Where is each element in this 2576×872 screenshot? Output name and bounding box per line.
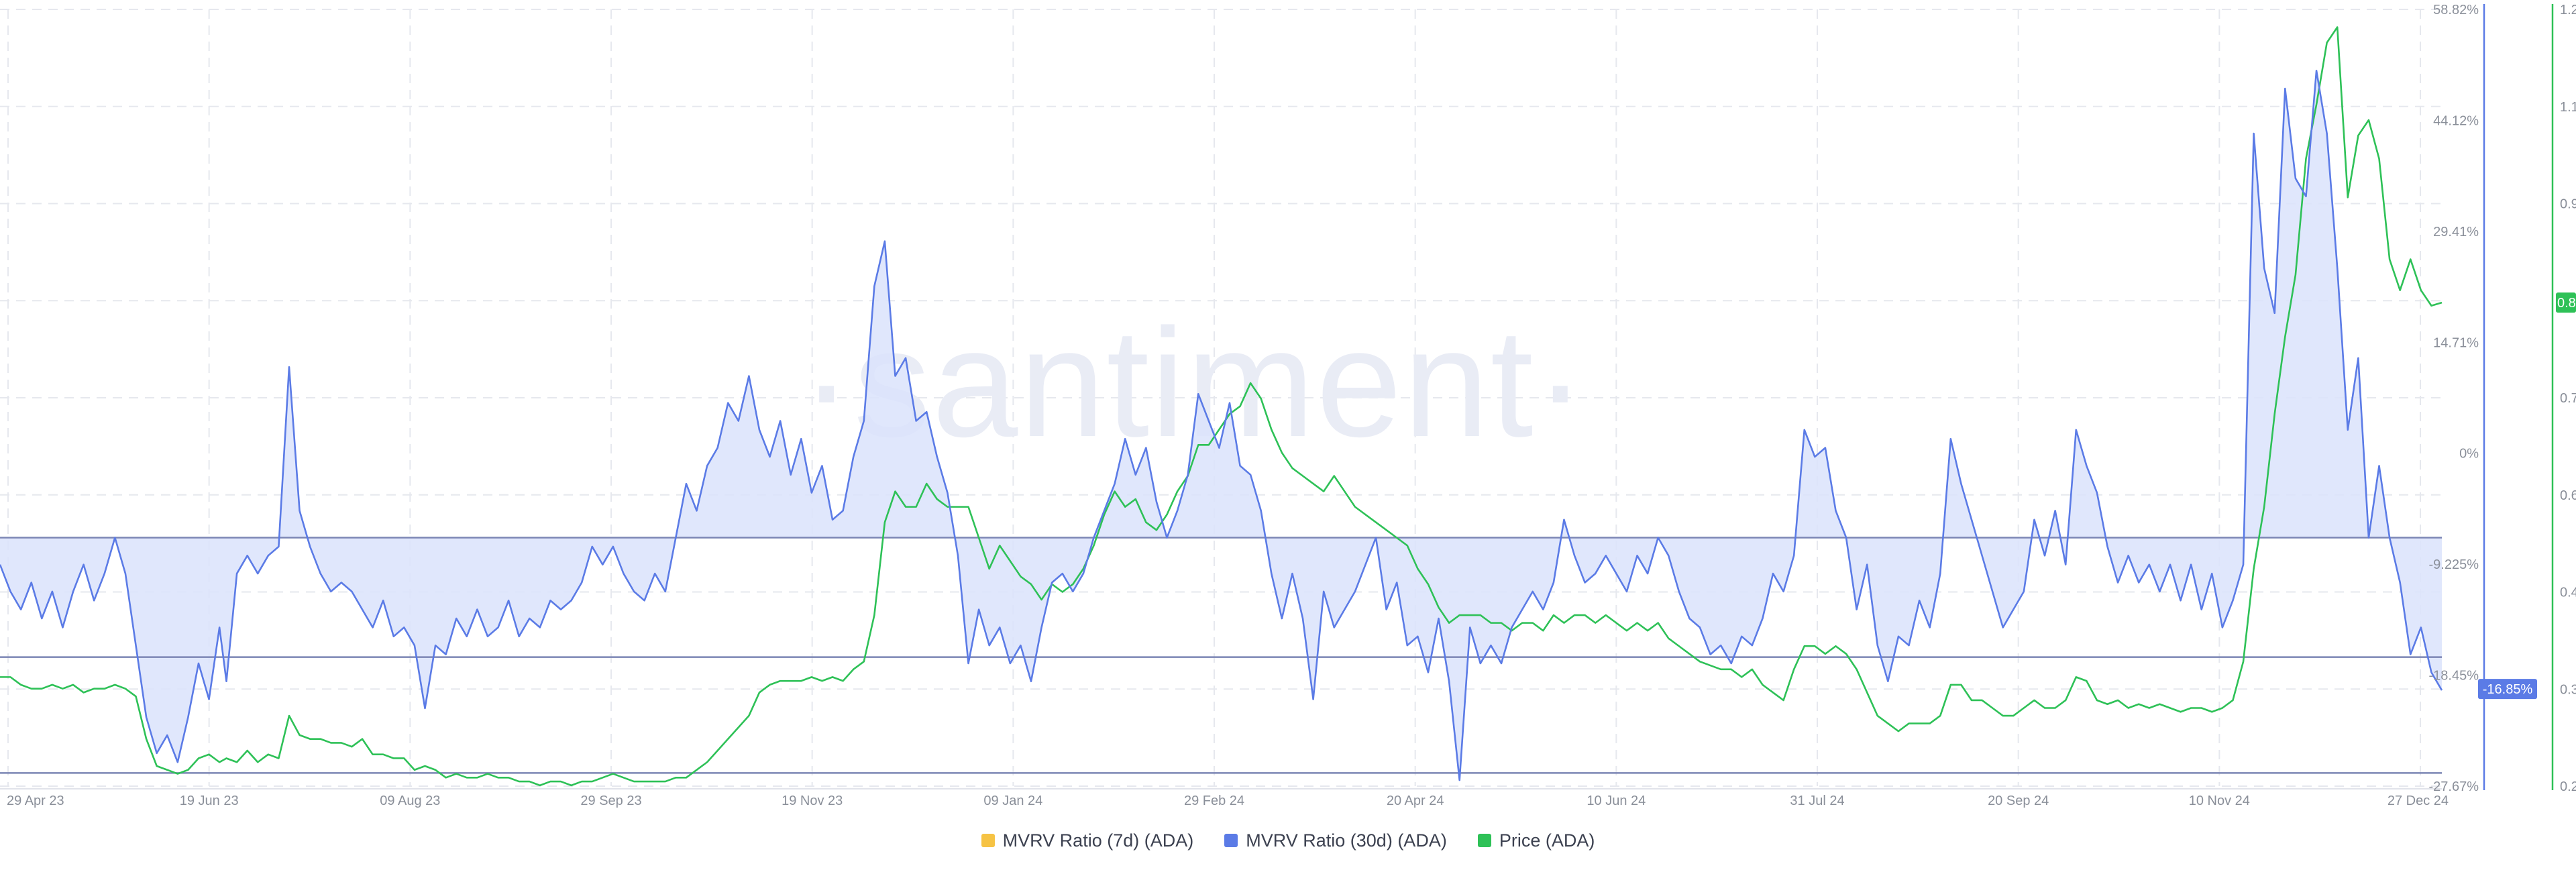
- y-right-ticks: 1.2431.1180.9920.8670.7410.6160.490.3650…: [2560, 3, 2576, 794]
- x-axis-ticks: 29 Apr 23 19 Jun 23 09 Aug 23 29 Sep 23 19 N…: [7, 794, 2449, 808]
- x-tick-label: 09 Jan 24: [983, 794, 1042, 808]
- legend-swatch-mvrv-30d: [1224, 834, 1238, 847]
- y-right-tick-label: 1.243: [2560, 3, 2576, 17]
- y-left-tick-label: -27.67%: [2429, 779, 2479, 794]
- legend-item-mvrv-7d[interactable]: MVRV Ratio (7d) (ADA): [981, 830, 1194, 851]
- legend-label-mvrv-30d: MVRV Ratio (30d) (ADA): [1246, 830, 1447, 851]
- grid: [0, 9, 2442, 787]
- x-tick-label: 20 Apr 24: [1387, 794, 1444, 808]
- mvrv-30d-line: [0, 70, 2443, 781]
- legend-swatch-mvrv-7d: [981, 834, 995, 847]
- price-current-badge: [2556, 292, 2576, 313]
- legend-label-price: Price (ADA): [1499, 830, 1595, 851]
- x-tick-label: 29 Feb 24: [1184, 794, 1244, 808]
- x-tick-label: 09 Aug 23: [380, 794, 440, 808]
- y-left-tick-label: 0%: [2459, 447, 2479, 461]
- x-tick-label: 19 Nov 23: [782, 794, 843, 808]
- x-tick-label: 29 Sep 23: [580, 794, 641, 808]
- y-left-tick-label: 44.12%: [2433, 113, 2479, 128]
- x-tick-label: 31 Jul 24: [1790, 794, 1844, 808]
- value-badges: -16.85% 0.864: [2478, 292, 2576, 700]
- y-left-tick-label: 58.82%: [2433, 3, 2479, 17]
- legend-item-price[interactable]: Price (ADA): [1477, 830, 1595, 851]
- y-right-tick-label: 0.992: [2560, 197, 2576, 212]
- x-tick-label: 29 Apr 23: [7, 794, 64, 808]
- x-tick-label: 27 Dec 24: [2387, 794, 2449, 808]
- y-right-tick-label: 0.49: [2560, 586, 2576, 600]
- y-left-tick-label: -9.225%: [2429, 557, 2479, 572]
- mvrv-current-value: -16.85%: [2483, 682, 2533, 697]
- x-tick-label: 10 Jun 24: [1587, 794, 1646, 808]
- y-right-tick-label: 0.239: [2560, 779, 2576, 794]
- y-right-tick-label: 1.118: [2560, 100, 2576, 115]
- legend-item-mvrv-30d[interactable]: MVRV Ratio (30d) (ADA): [1224, 830, 1447, 851]
- reference-lines: [0, 537, 2442, 774]
- x-tick-label: 10 Nov 24: [2189, 794, 2250, 808]
- axes: [0, 4, 2554, 790]
- y-left-tick-label: 14.71%: [2433, 335, 2479, 350]
- price-current-value: 0.864: [2557, 296, 2576, 311]
- series-lines: [0, 26, 2443, 787]
- legend-swatch-price: [1477, 834, 1491, 847]
- price-line: [0, 26, 2443, 787]
- mvrv-current-badge: [2478, 679, 2537, 700]
- y-right-tick-label: 0.616: [2560, 488, 2576, 503]
- legend: MVRV Ratio (7d) (ADA) MVRV Ratio (30d) (…: [0, 824, 2576, 857]
- y-right-tick-label: 0.365: [2560, 682, 2576, 697]
- x-tick-label: 19 Jun 23: [180, 794, 239, 808]
- y-left-tick-label: -18.45%: [2429, 669, 2479, 684]
- y-left-ticks: 58.82% 44.12% 29.41% 14.71% 0% -9.225% -18.45%…: [2429, 3, 2479, 794]
- legend-label-mvrv-7d: MVRV Ratio (7d) (ADA): [1002, 830, 1194, 851]
- y-right-tick-label: 0.741: [2560, 391, 2576, 406]
- y-left-tick-label: 29.41%: [2433, 225, 2479, 239]
- x-tick-label: 20 Sep 24: [1988, 794, 2049, 808]
